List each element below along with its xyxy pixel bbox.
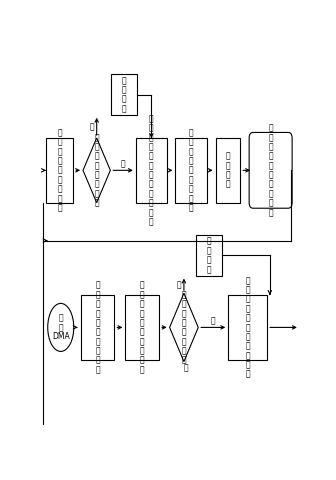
- Text: 查
找
目
标
线
路
口
控
制
器
队
列: 查 找 目 标 线 路 口 控 制 器 队 列: [149, 114, 154, 226]
- Text: 执
行
数
据
传
输
操
作
处
理: 执 行 数 据 传 输 操 作 处 理: [95, 281, 100, 374]
- Text: 检
查
地
址
缓
冲
目
标
路
径: 检 查 地 址 缓 冲 目 标 路 径: [140, 281, 144, 374]
- Text: 缓
冲
数
据: 缓 冲 数 据: [225, 152, 230, 189]
- Text: 地
址
队
列: 地 址 队 列: [122, 76, 126, 113]
- Text: 检
查
线
路
径
目
标
地
址: 检 查 线 路 径 目 标 地 址: [188, 129, 193, 212]
- Text: 否: 否: [90, 122, 94, 131]
- FancyBboxPatch shape: [125, 295, 159, 360]
- Text: 是: 是: [211, 316, 215, 325]
- Text: 数
据
口
控
制
器
处
理
队
列: 数 据 口 控 制 器 处 理 队 列: [268, 124, 273, 217]
- Text: 数
据
DMA: 数 据 DMA: [52, 313, 70, 341]
- Text: 否: 否: [177, 280, 181, 289]
- Text: 检
查
线
路
径
目
标
地
址
队
列: 检 查 线 路 径 目 标 地 址 队 列: [245, 276, 250, 379]
- FancyBboxPatch shape: [46, 138, 73, 203]
- Text: 是: 是: [121, 159, 125, 168]
- Polygon shape: [83, 138, 110, 203]
- FancyBboxPatch shape: [175, 138, 207, 203]
- Text: 目
标
控
制
器
连
接
队
列: 目 标 控 制 器 连 接 队 列: [57, 129, 62, 212]
- FancyBboxPatch shape: [228, 295, 267, 360]
- Polygon shape: [170, 293, 198, 361]
- Text: 地
址
队
列: 地 址 队 列: [206, 237, 211, 274]
- Text: 否: 否: [184, 364, 188, 373]
- FancyBboxPatch shape: [81, 295, 114, 360]
- FancyBboxPatch shape: [196, 235, 222, 276]
- FancyBboxPatch shape: [216, 138, 240, 203]
- FancyBboxPatch shape: [111, 74, 137, 115]
- Text: 满
足
当
前
地
址
匹
配: 满 足 当 前 地 址 匹 配: [181, 290, 186, 365]
- Ellipse shape: [48, 303, 74, 351]
- Text: 满
足
当
前
地
址
匹
配: 满 足 当 前 地 址 匹 配: [94, 133, 99, 207]
- FancyBboxPatch shape: [249, 132, 292, 208]
- FancyBboxPatch shape: [136, 138, 167, 203]
